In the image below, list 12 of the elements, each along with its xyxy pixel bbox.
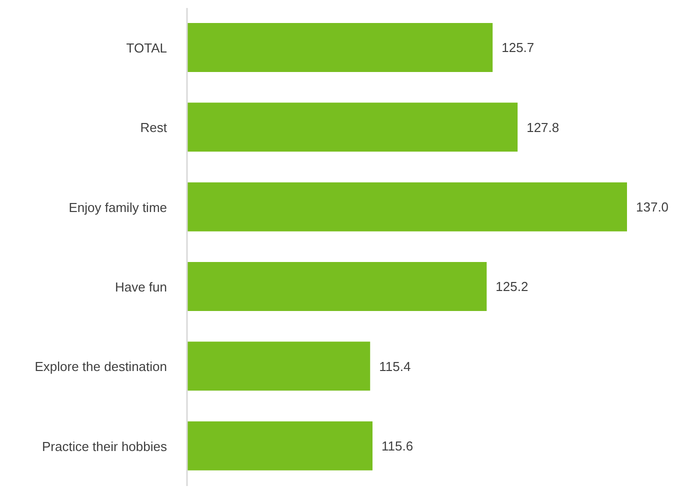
- y-tick-label: Practice their hobbies: [42, 438, 168, 454]
- data-label: 127.8: [526, 120, 560, 135]
- data-label: 115.6: [382, 438, 414, 454]
- y-tick-label: TOTAL: [126, 40, 167, 56]
- data-label: 125.2: [496, 279, 528, 294]
- data-label: 115.4: [379, 358, 411, 374]
- y-tick-label: Have fun: [114, 279, 167, 294]
- y-tick-label: Enjoy family time: [68, 200, 167, 215]
- y-tick-label: Explore the destination: [34, 359, 167, 374]
- data-label: 125.7: [502, 40, 534, 56]
- data-label: 137.0: [636, 199, 669, 214]
- y-tick-label: Rest: [140, 120, 168, 136]
